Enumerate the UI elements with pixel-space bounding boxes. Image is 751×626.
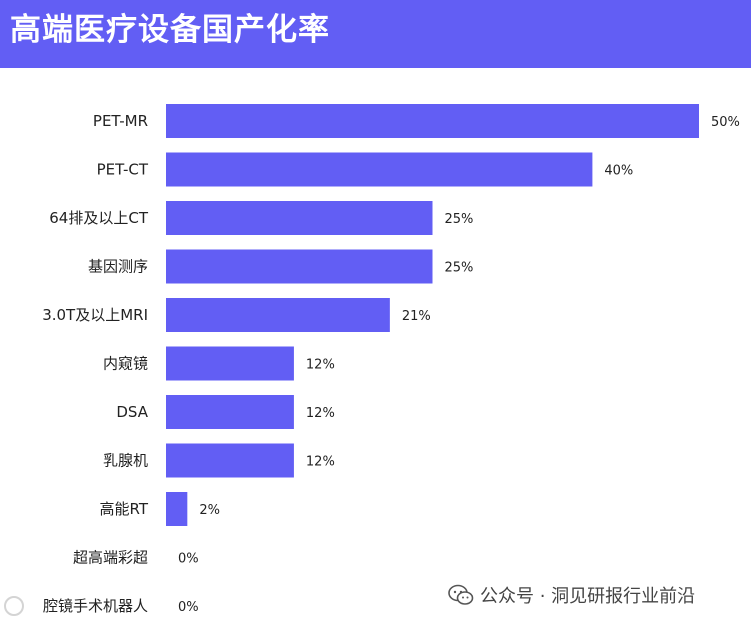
value-label: 0% [178, 600, 199, 615]
bar [166, 443, 294, 478]
category-label: 高能RT [100, 500, 149, 518]
value-label: 2% [199, 503, 220, 518]
bar [166, 298, 390, 332]
bar [166, 492, 188, 526]
value-label: 12% [306, 455, 335, 470]
bar [166, 104, 699, 138]
watermark-text: 公众号 · 洞见研报行业前沿 [480, 586, 696, 607]
bar [166, 249, 433, 284]
logo-icon [4, 596, 24, 616]
bar-chart: PET-MR 50% PET-CT 40% 64排及以上CT 25% 基因测序 25% 3.0T… [42, 104, 740, 615]
bar [166, 395, 294, 429]
bar [166, 152, 593, 187]
value-label: 21% [402, 309, 431, 324]
category-label: 超高端彩超 [73, 549, 148, 567]
category-label: 3.0T及以上MRI [42, 306, 148, 324]
value-label: 0% [178, 552, 199, 567]
corner-logo [4, 596, 24, 616]
wechat-icon [448, 584, 474, 605]
watermark: 公众号 · 洞见研报行业前沿 [448, 580, 695, 610]
category-label: PET-CT [97, 161, 149, 179]
value-label: 12% [306, 406, 335, 421]
value-label: 50% [711, 115, 740, 130]
value-label: 25% [445, 261, 474, 276]
category-label: PET-MR [93, 112, 148, 130]
value-label: 12% [306, 358, 335, 373]
value-label: 25% [445, 212, 474, 227]
chart-title: 高端医疗设备国产化率 [10, 12, 330, 48]
category-label: 64排及以上CT [49, 209, 149, 227]
category-label: 腔镜手术机器人 [43, 597, 148, 615]
title-bar: 高端医疗设备国产化率 [0, 0, 751, 68]
value-label: 40% [604, 164, 633, 179]
bar [166, 346, 294, 381]
bar [166, 201, 433, 235]
category-label: 内窥镜 [103, 355, 148, 373]
category-label: 乳腺机 [103, 452, 148, 470]
category-label: 基因测序 [88, 258, 148, 276]
category-label: DSA [116, 403, 148, 421]
